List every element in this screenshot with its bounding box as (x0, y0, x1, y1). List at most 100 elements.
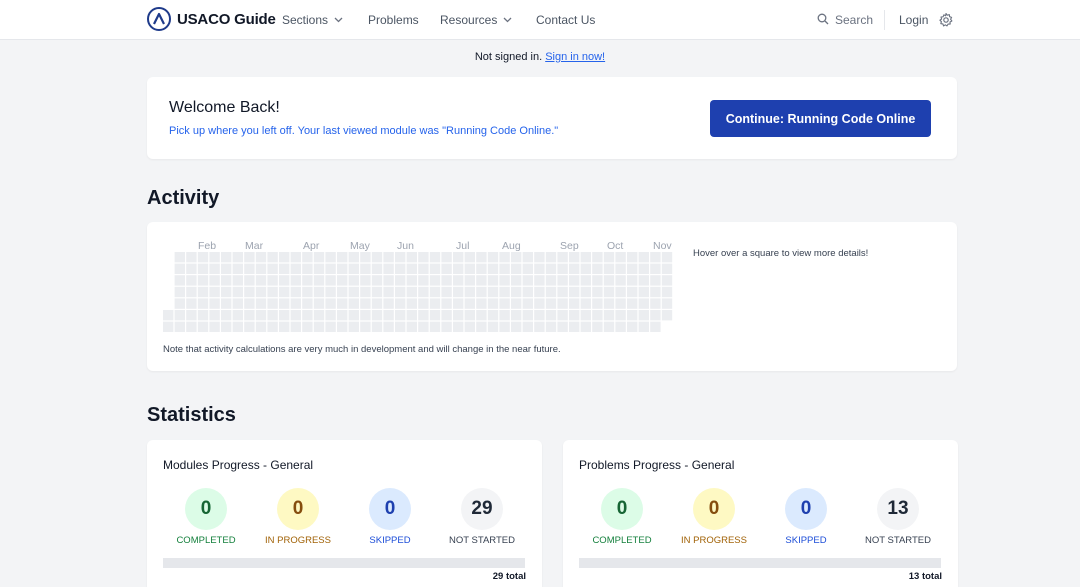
heatmap-cell[interactable] (441, 321, 452, 332)
heatmap-cell[interactable] (511, 286, 522, 298)
heatmap-cell[interactable] (580, 321, 591, 332)
heatmap-cell[interactable] (232, 286, 243, 298)
heatmap-cell[interactable] (429, 263, 441, 274)
heatmap-cell[interactable] (522, 321, 533, 332)
heatmap-cell[interactable] (534, 321, 545, 332)
heatmap-cell[interactable] (348, 286, 359, 298)
heatmap-cell[interactable] (545, 310, 557, 321)
heatmap-cell[interactable] (464, 286, 475, 298)
heatmap-cell[interactable] (302, 310, 313, 321)
heatmap-cell[interactable] (406, 310, 417, 321)
heatmap-cell[interactable] (371, 298, 383, 309)
heatmap-cell[interactable] (418, 298, 429, 309)
heatmap-cell[interactable] (441, 263, 452, 274)
heatmap-cell[interactable] (580, 286, 591, 298)
heatmap-cell[interactable] (174, 310, 185, 321)
heatmap-cell[interactable] (569, 252, 580, 263)
heatmap-cell[interactable] (615, 252, 626, 263)
heatmap-cell[interactable] (406, 321, 417, 332)
heatmap-cell[interactable] (290, 310, 301, 321)
heatmap-cell[interactable] (279, 321, 290, 332)
heatmap-cell[interactable] (464, 310, 475, 321)
heatmap-cell[interactable] (638, 275, 649, 286)
heatmap-cell[interactable] (337, 286, 348, 298)
heatmap-cell[interactable] (371, 321, 383, 332)
heatmap-cell[interactable] (627, 286, 638, 298)
heatmap-cell[interactable] (279, 275, 290, 286)
heatmap-cell[interactable] (371, 310, 383, 321)
nav-resources[interactable]: Resources (440, 0, 512, 40)
heatmap-cell[interactable] (487, 252, 499, 263)
heatmap-cell[interactable] (487, 310, 499, 321)
heatmap-cell[interactable] (650, 252, 661, 263)
heatmap-cell[interactable] (569, 310, 580, 321)
heatmap-cell[interactable] (453, 321, 464, 332)
heatmap-cell[interactable] (174, 263, 185, 274)
heatmap-cell[interactable] (603, 275, 615, 286)
heatmap-cell[interactable] (453, 263, 464, 274)
heatmap-cell[interactable] (174, 252, 185, 263)
heatmap-cell[interactable] (383, 275, 394, 286)
heatmap-cell[interactable] (661, 286, 673, 298)
heatmap-cell[interactable] (592, 286, 603, 298)
heatmap-cell[interactable] (395, 252, 406, 263)
heatmap-cell[interactable] (603, 263, 615, 274)
heatmap-cell[interactable] (615, 275, 626, 286)
heatmap-cell[interactable] (360, 286, 371, 298)
heatmap-cell[interactable] (545, 286, 557, 298)
heatmap-cell[interactable] (418, 263, 429, 274)
heatmap-cell[interactable] (325, 310, 336, 321)
heatmap-cell[interactable] (279, 286, 290, 298)
heatmap-cell[interactable] (232, 321, 243, 332)
search-button[interactable]: Search (817, 0, 873, 40)
heatmap-cell[interactable] (511, 263, 522, 274)
heatmap-cell[interactable] (244, 252, 255, 263)
heatmap-cell[interactable] (221, 263, 232, 274)
heatmap-cell[interactable] (221, 275, 232, 286)
heatmap-cell[interactable] (487, 298, 499, 309)
heatmap-cell[interactable] (197, 286, 209, 298)
heatmap-cell[interactable] (661, 252, 673, 263)
heatmap-cell[interactable] (650, 275, 661, 286)
heatmap-cell[interactable] (348, 321, 359, 332)
heatmap-cell[interactable] (337, 321, 348, 332)
heatmap-cell[interactable] (325, 321, 336, 332)
heatmap-cell[interactable] (418, 275, 429, 286)
heatmap-cell[interactable] (499, 298, 510, 309)
heatmap-cell[interactable] (627, 298, 638, 309)
heatmap-cell[interactable] (221, 298, 232, 309)
heatmap-cell[interactable] (197, 310, 209, 321)
heatmap-cell[interactable] (244, 263, 255, 274)
heatmap-cell[interactable] (313, 252, 325, 263)
heatmap-cell[interactable] (615, 263, 626, 274)
heatmap-cell[interactable] (371, 263, 383, 274)
heatmap-cell[interactable] (534, 263, 545, 274)
heatmap-cell[interactable] (476, 286, 487, 298)
heatmap-cell[interactable] (186, 286, 197, 298)
heatmap-cell[interactable] (186, 298, 197, 309)
heatmap-cell[interactable] (244, 310, 255, 321)
heatmap-cell[interactable] (383, 310, 394, 321)
heatmap-cell[interactable] (163, 321, 174, 332)
heatmap-cell[interactable] (476, 321, 487, 332)
heatmap-cell[interactable] (545, 252, 557, 263)
heatmap-cell[interactable] (371, 252, 383, 263)
heatmap-cell[interactable] (383, 252, 394, 263)
heatmap-cell[interactable] (545, 321, 557, 332)
heatmap-cell[interactable] (557, 286, 568, 298)
heatmap-cell[interactable] (534, 275, 545, 286)
heatmap-cell[interactable] (383, 298, 394, 309)
heatmap-cell[interactable] (511, 252, 522, 263)
heatmap-cell[interactable] (627, 275, 638, 286)
heatmap-cell[interactable] (638, 310, 649, 321)
heatmap-cell[interactable] (603, 252, 615, 263)
heatmap-cell[interactable] (453, 275, 464, 286)
heatmap-cell[interactable] (290, 252, 301, 263)
heatmap-cell[interactable] (522, 263, 533, 274)
heatmap-cell[interactable] (476, 310, 487, 321)
heatmap-cell[interactable] (615, 286, 626, 298)
heatmap-cell[interactable] (232, 298, 243, 309)
heatmap-cell[interactable] (325, 298, 336, 309)
heatmap-cell[interactable] (255, 298, 267, 309)
heatmap-cell[interactable] (522, 298, 533, 309)
